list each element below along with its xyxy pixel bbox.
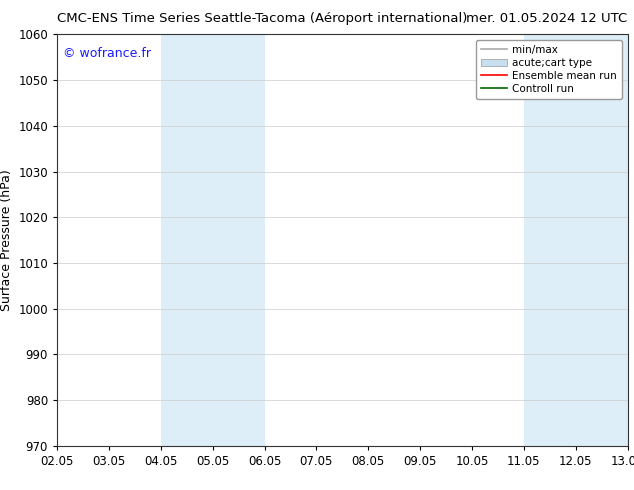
Y-axis label: Surface Pressure (hPa): Surface Pressure (hPa) — [0, 169, 13, 311]
Bar — [524, 34, 628, 446]
Text: © wofrance.fr: © wofrance.fr — [63, 47, 151, 60]
Text: mer. 01.05.2024 12 UTC: mer. 01.05.2024 12 UTC — [467, 12, 628, 25]
Text: CMC-ENS Time Series Seattle-Tacoma (Aéroport international): CMC-ENS Time Series Seattle-Tacoma (Aéro… — [57, 12, 467, 25]
Legend: min/max, acute;cart type, Ensemble mean run, Controll run: min/max, acute;cart type, Ensemble mean … — [476, 40, 623, 99]
Bar — [161, 34, 264, 446]
